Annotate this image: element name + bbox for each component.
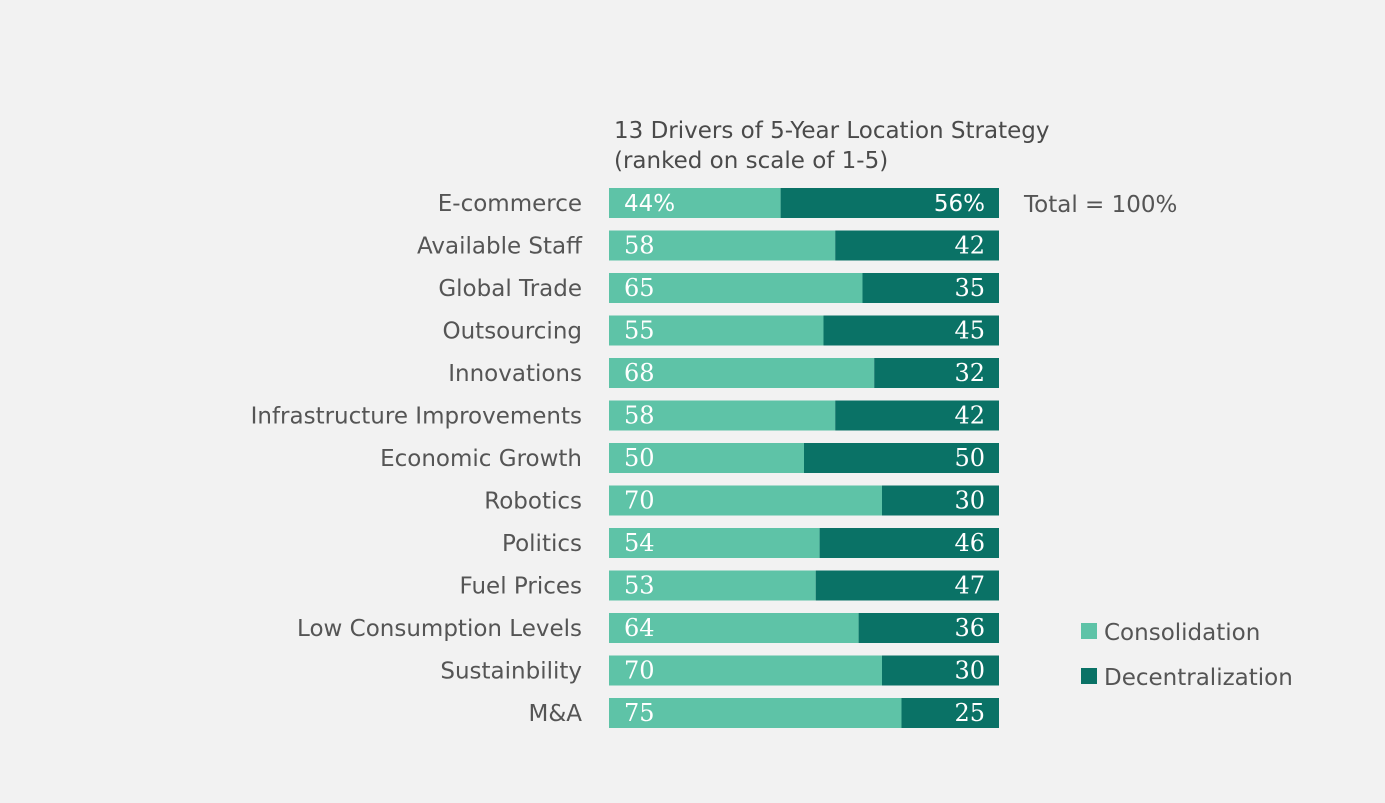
bar-consolidation-economic-growth: [609, 443, 804, 473]
value-label-decentralization-robotics: 30: [954, 487, 985, 515]
value-label-decentralization-fuel-prices: 47: [954, 572, 985, 600]
value-label-consolidation-e-commerce: 44%: [624, 191, 675, 217]
value-label-decentralization-low-consumption-levels: 36: [954, 614, 985, 642]
bar-decentralization-available-staff: [835, 230, 999, 261]
category-label-robotics: Robotics: [484, 489, 582, 515]
bar-decentralization-outsourcing: [823, 315, 999, 346]
legend-label-decentralization: Decentralization: [1104, 665, 1293, 691]
category-label-outsourcing: Outsourcing: [443, 319, 583, 345]
bar-decentralization-politics: [819, 528, 999, 558]
bar-decentralization-low-consumption-levels: [858, 613, 999, 643]
category-label-politics: Politics: [502, 531, 582, 557]
value-label-decentralization-infrastructure-improvements: 42: [954, 402, 985, 430]
value-label-consolidation-economic-growth: 50: [624, 444, 655, 472]
bar-consolidation-m-a: [609, 698, 902, 728]
bar-consolidation-available-staff: [609, 230, 836, 261]
category-label-sustainbility: Sustainbility: [440, 659, 582, 685]
bar-decentralization-robotics: [882, 485, 999, 516]
chart-title-line-1: 13 Drivers of 5-Year Location Strategy: [614, 118, 1049, 144]
value-label-consolidation-infrastructure-improvements: 58: [624, 402, 655, 430]
bars-group: E-commerce 44% 56% Available Staff 58 42 Globa…: [251, 188, 999, 728]
bar-decentralization-sustainbility: [882, 655, 999, 686]
value-label-decentralization-global-trade: 35: [954, 274, 985, 302]
value-label-decentralization-m-a: 25: [954, 699, 985, 727]
value-label-decentralization-sustainbility: 30: [954, 657, 985, 685]
value-label-consolidation-sustainbility: 70: [624, 657, 655, 685]
value-label-consolidation-available-staff: 58: [624, 232, 655, 260]
legend: Consolidation Decentralization: [1081, 620, 1293, 691]
category-label-economic-growth: Economic Growth: [380, 446, 582, 472]
value-label-consolidation-global-trade: 65: [624, 274, 655, 302]
legend-swatch-decentralization: [1081, 668, 1097, 684]
value-label-decentralization-outsourcing: 45: [954, 317, 985, 345]
total-annotation: Total = 100%: [1023, 192, 1177, 218]
value-label-decentralization-politics: 46: [954, 529, 985, 557]
value-label-consolidation-politics: 54: [624, 529, 655, 557]
category-label-m-a: M&A: [528, 701, 582, 727]
bar-consolidation-fuel-prices: [609, 570, 816, 601]
bar-consolidation-e-commerce: [609, 188, 781, 218]
bar-decentralization-economic-growth: [804, 443, 999, 473]
chart-title-line-2: (ranked on scale of 1-5): [614, 148, 888, 174]
value-label-decentralization-innovations: 32: [954, 359, 985, 387]
bar-consolidation-global-trade: [609, 273, 863, 303]
value-label-consolidation-fuel-prices: 53: [624, 572, 655, 600]
bar-consolidation-sustainbility: [609, 655, 882, 686]
bar-consolidation-low-consumption-levels: [609, 613, 859, 643]
value-label-consolidation-outsourcing: 55: [624, 317, 655, 345]
value-label-consolidation-robotics: 70: [624, 487, 655, 515]
category-label-low-consumption-levels: Low Consumption Levels: [297, 616, 582, 642]
bar-consolidation-politics: [609, 528, 820, 558]
bar-consolidation-innovations: [609, 358, 875, 388]
value-label-consolidation-low-consumption-levels: 64: [624, 614, 655, 642]
value-label-consolidation-m-a: 75: [624, 699, 655, 727]
bar-decentralization-e-commerce: [780, 188, 999, 218]
category-label-available-staff: Available Staff: [417, 234, 583, 260]
bar-decentralization-innovations: [874, 358, 999, 388]
legend-swatch-consolidation: [1081, 623, 1097, 639]
value-label-decentralization-economic-growth: 50: [954, 444, 985, 472]
value-label-consolidation-innovations: 68: [624, 359, 655, 387]
bar-consolidation-infrastructure-improvements: [609, 400, 836, 431]
legend-label-consolidation: Consolidation: [1104, 620, 1260, 646]
bar-decentralization-m-a: [901, 698, 999, 728]
bar-consolidation-outsourcing: [609, 315, 824, 346]
category-label-infrastructure-improvements: Infrastructure Improvements: [251, 404, 582, 430]
bar-decentralization-global-trade: [862, 273, 999, 303]
category-label-e-commerce: E-commerce: [438, 191, 582, 217]
bar-decentralization-fuel-prices: [815, 570, 999, 601]
value-label-decentralization-available-staff: 42: [954, 232, 985, 260]
category-label-global-trade: Global Trade: [438, 276, 582, 302]
value-label-decentralization-e-commerce: 56%: [934, 191, 985, 217]
category-label-fuel-prices: Fuel Prices: [460, 574, 583, 600]
bar-consolidation-robotics: [609, 485, 882, 516]
bar-decentralization-infrastructure-improvements: [835, 400, 999, 431]
category-label-innovations: Innovations: [448, 361, 582, 387]
